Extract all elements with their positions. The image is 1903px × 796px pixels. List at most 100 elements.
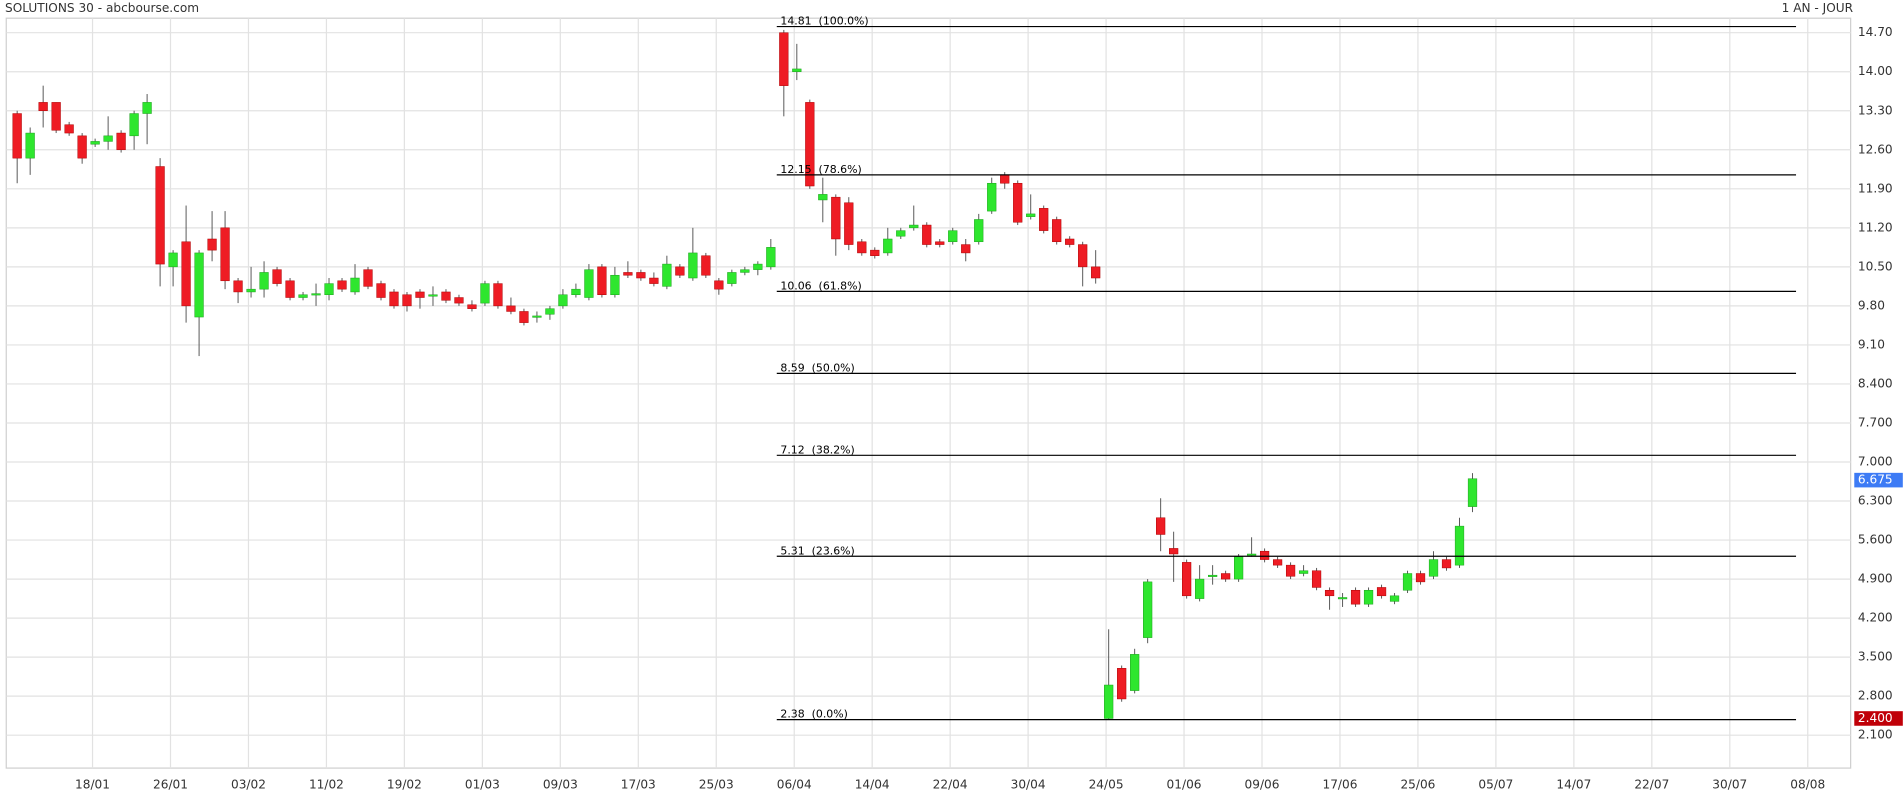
candle-body (142, 102, 152, 114)
candle-body (1000, 174, 1010, 184)
x-tick-label: 03/02 (231, 778, 266, 792)
candle-body (1467, 478, 1478, 507)
candle-body (636, 272, 646, 279)
candle-body (298, 294, 308, 298)
x-tick-label: 09/03 (543, 778, 578, 792)
candle-body (909, 224, 919, 229)
candle-body (38, 102, 48, 111)
candle-body (207, 238, 217, 251)
candle-body (1246, 553, 1257, 556)
candle-body (935, 241, 945, 245)
y-tick-label: 2.800 (1858, 689, 1893, 703)
candle-body (415, 291, 425, 298)
candle-body (493, 283, 503, 307)
y-tick-label: 12.60 (1858, 142, 1893, 156)
x-tick-label: 14/04 (855, 778, 890, 792)
x-tick-label: 08/08 (1790, 778, 1825, 792)
candle-body (584, 269, 594, 298)
chart-subtitle: 1 AN - JOUR (1782, 1, 1854, 15)
candle-body (805, 102, 815, 187)
fibonacci-label: 8.59 (50.0%) (780, 362, 854, 375)
fibonacci-label: 2.38 (0.0%) (780, 708, 847, 721)
price-marker-label: 6.675 (1858, 473, 1893, 487)
candle-body (1143, 581, 1153, 638)
y-tick-label: 11.20 (1858, 220, 1893, 234)
candle-body (1285, 564, 1296, 577)
candle-body (688, 252, 698, 279)
candle-body (701, 255, 711, 276)
y-tick-label: 7.700 (1858, 415, 1893, 429)
candle-body (480, 283, 490, 304)
candle-body (961, 244, 971, 254)
candle-body (675, 266, 685, 276)
candle-body (597, 266, 607, 295)
candle-body (1259, 550, 1270, 560)
x-tick-label: 22/07 (1634, 778, 1669, 792)
candle-body (194, 252, 204, 318)
candle-body (1324, 589, 1335, 597)
candle-body (1272, 559, 1283, 566)
candle-body (766, 247, 776, 268)
candle-body (1169, 548, 1179, 555)
candle-body (545, 308, 555, 315)
y-tick-label: 5.600 (1858, 533, 1893, 547)
candle-body (51, 102, 61, 131)
candle-body (12, 113, 22, 159)
candle-body (714, 280, 724, 290)
candle-body (181, 241, 191, 307)
candle-body (831, 196, 841, 240)
candle-body (233, 280, 243, 293)
x-tick-label: 26/01 (153, 778, 188, 792)
x-tick-label: 30/07 (1712, 778, 1747, 792)
candle-body (467, 304, 477, 309)
candle-body (376, 283, 386, 298)
y-tick-label: 13.30 (1858, 103, 1893, 117)
candle-body (571, 288, 581, 295)
candle-body (987, 182, 997, 212)
candle-body (337, 280, 347, 290)
candle-body (1130, 654, 1140, 691)
fibonacci-label: 10.06 (61.8%) (780, 280, 861, 293)
candle-body (1065, 238, 1075, 245)
candle-body (441, 291, 451, 301)
candle-body (1311, 570, 1322, 588)
candle-body (532, 315, 542, 318)
candle-body (1350, 589, 1361, 605)
candle-body (272, 269, 282, 284)
y-tick-label: 4.900 (1858, 572, 1893, 586)
y-tick-label: 2.100 (1858, 728, 1893, 742)
candle-body (662, 263, 672, 287)
x-tick-label: 25/06 (1400, 778, 1435, 792)
candle-body (1117, 668, 1127, 700)
candle-body (1195, 578, 1205, 599)
candle-body (1428, 559, 1439, 577)
candle-body (727, 272, 737, 284)
candle-body (974, 219, 984, 243)
x-tick-label: 01/06 (1167, 778, 1202, 792)
x-tick-label: 05/07 (1478, 778, 1513, 792)
y-tick-label: 3.500 (1858, 650, 1893, 664)
candle-body (259, 272, 269, 290)
candle-body (506, 305, 516, 312)
candle-body (402, 294, 412, 307)
price-marker (1854, 472, 1903, 488)
candle-body (103, 135, 113, 142)
candle-body (77, 135, 87, 159)
x-tick-label: 09/06 (1245, 778, 1280, 792)
y-tick-label: 4.200 (1858, 611, 1893, 625)
candle-body (610, 274, 620, 295)
fibonacci-label: 12.15 (78.6%) (780, 163, 861, 176)
price-marker-label: 2.400 (1858, 711, 1893, 725)
candle-body (220, 227, 230, 282)
candle-body (818, 194, 828, 201)
candle-body (129, 113, 139, 137)
candle-body (1441, 559, 1452, 569)
candle-body (64, 124, 74, 134)
candle-body (1026, 213, 1036, 217)
x-tick-label: 17/06 (1322, 778, 1357, 792)
x-tick-label: 25/03 (699, 778, 734, 792)
candle-body (454, 297, 464, 304)
y-tick-label: 9.10 (1858, 337, 1885, 351)
candle-body (1298, 570, 1309, 574)
